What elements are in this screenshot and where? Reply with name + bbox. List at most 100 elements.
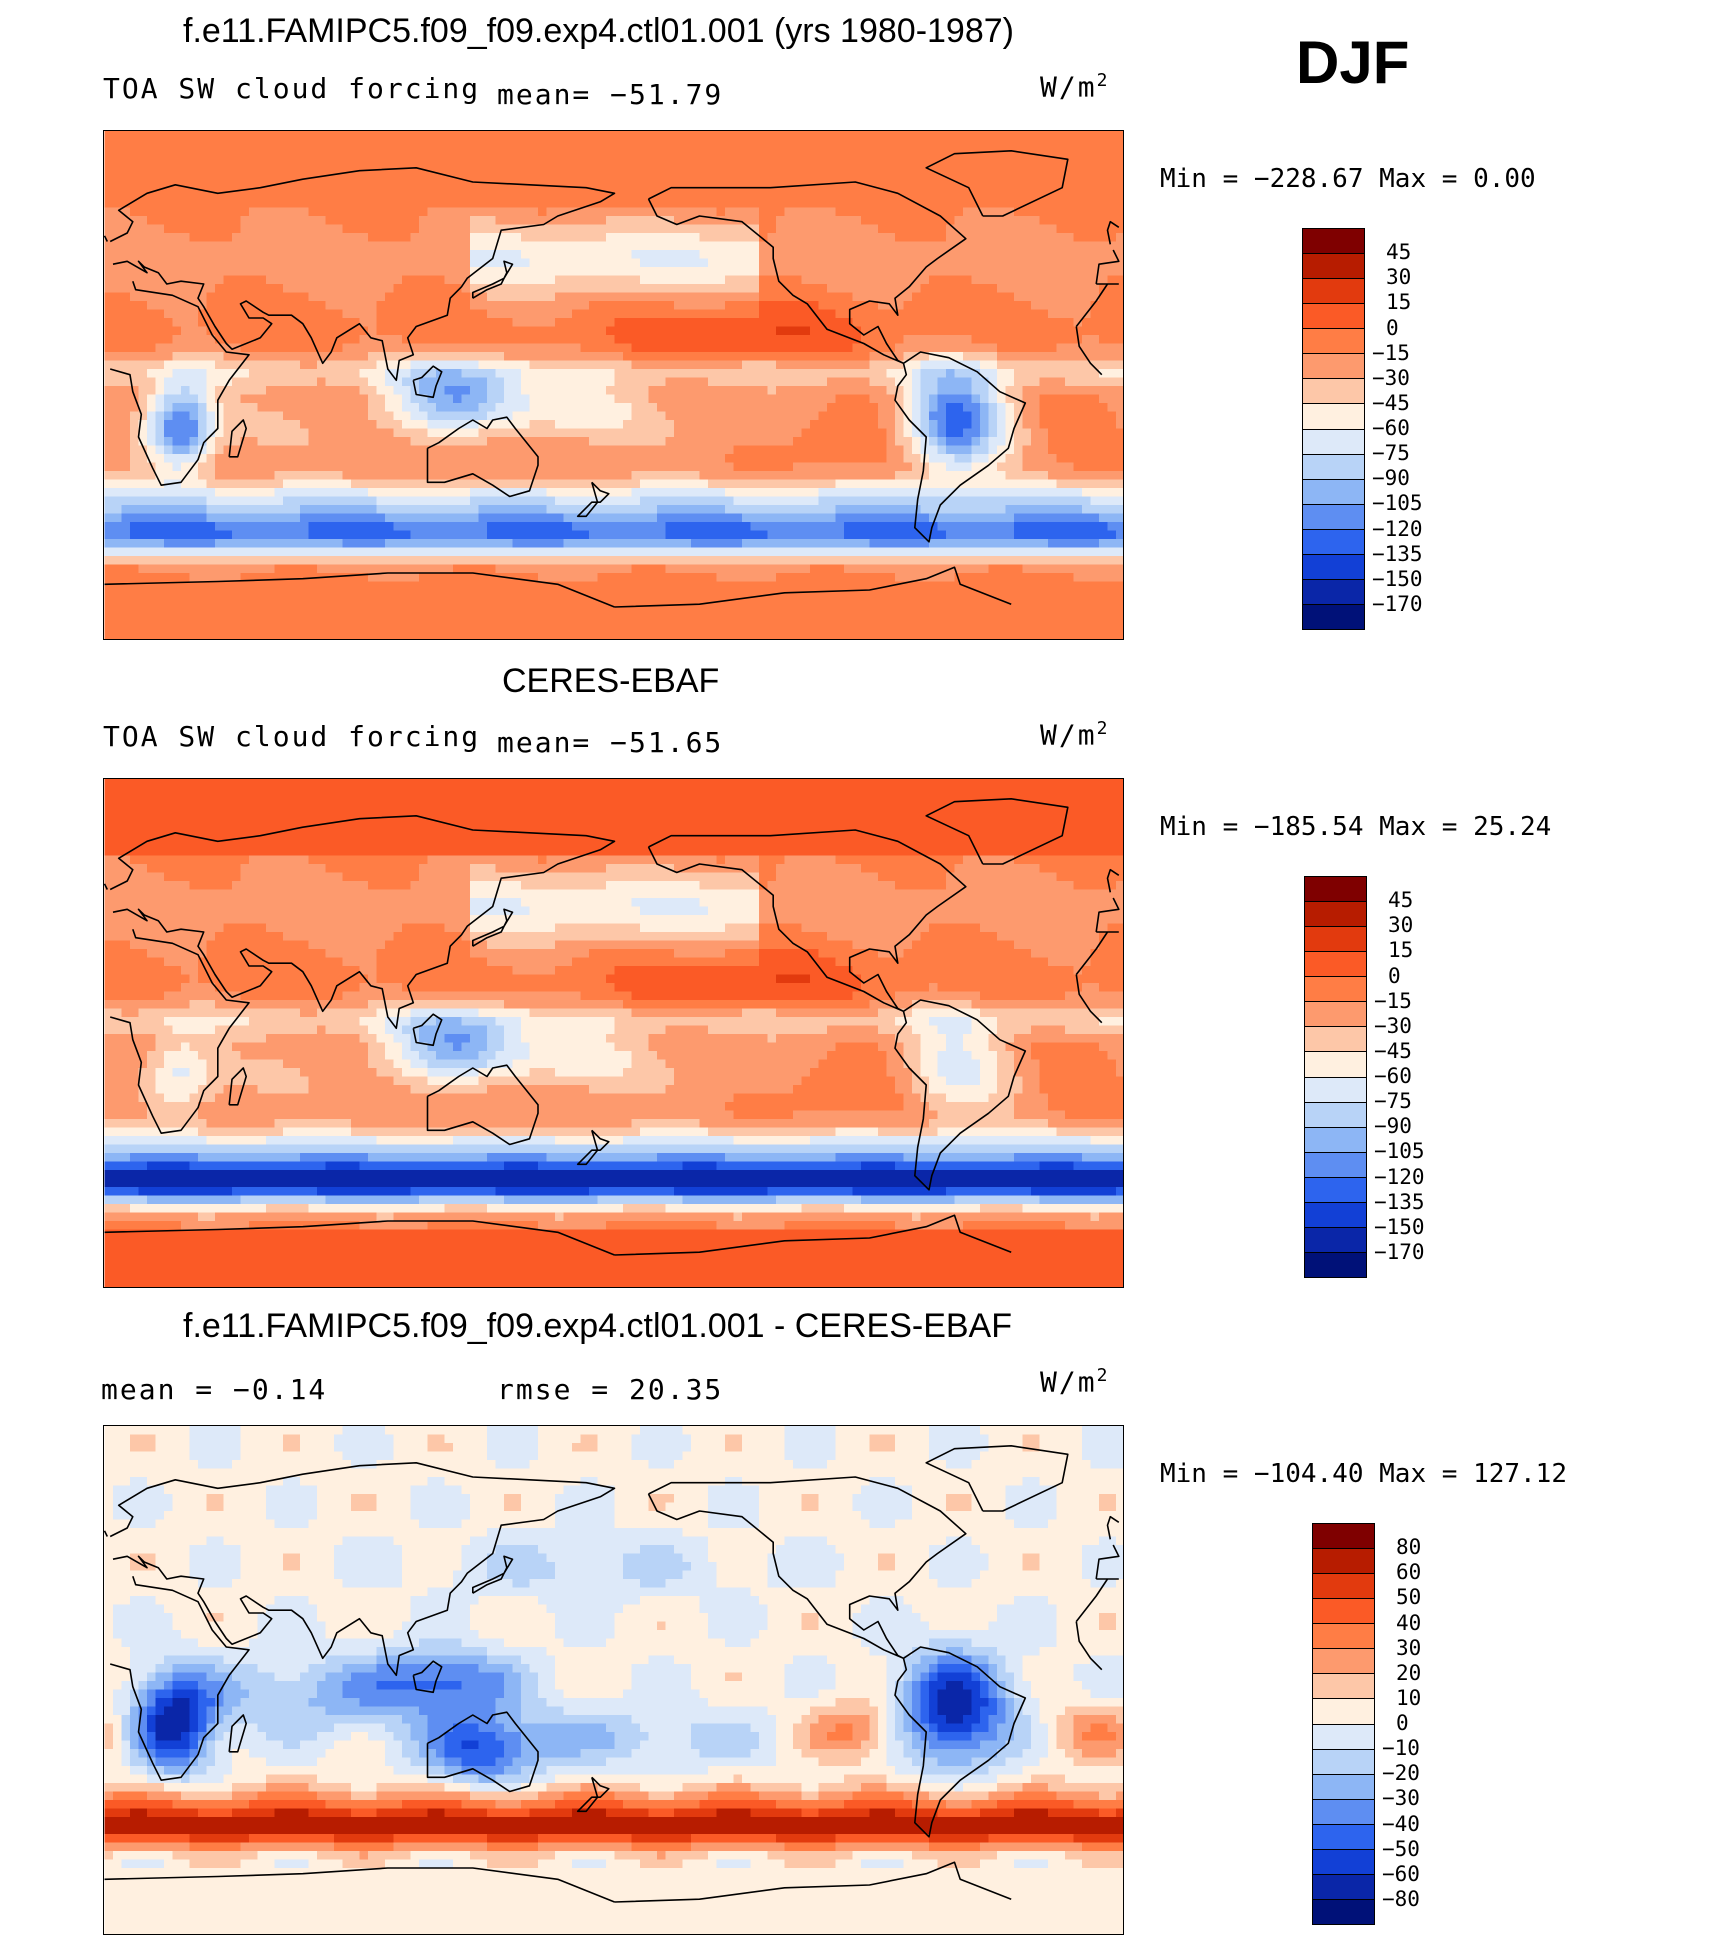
map-cell — [827, 173, 837, 183]
map-cell — [903, 386, 913, 396]
map-cell — [470, 352, 480, 362]
map-cell — [674, 207, 684, 217]
map-cell — [988, 352, 998, 362]
map-cell — [563, 148, 573, 158]
map-cell — [300, 165, 310, 175]
map-cell — [444, 318, 454, 328]
map-cell — [393, 301, 403, 311]
map-cell — [733, 454, 743, 464]
map-cell — [317, 131, 327, 141]
map-cell — [300, 326, 310, 336]
map-cell — [657, 224, 667, 234]
map-cell — [1048, 428, 1058, 438]
map-cell — [147, 403, 157, 413]
map-cell — [767, 207, 777, 217]
map-cell — [912, 148, 922, 158]
map-cell — [436, 301, 446, 311]
map-cell — [376, 318, 386, 328]
map-cell — [886, 377, 896, 387]
map-cell — [1048, 301, 1058, 311]
map-cell — [946, 445, 956, 455]
map-cell — [538, 148, 548, 158]
map-cell — [232, 148, 242, 158]
map-cell — [538, 284, 548, 294]
map-cell — [665, 165, 675, 175]
map-cell — [631, 241, 641, 251]
map-cell — [351, 318, 361, 328]
map-cell — [257, 131, 267, 141]
map-cell — [759, 318, 769, 328]
map-cell — [1073, 267, 1083, 277]
map-cell — [580, 165, 590, 175]
map-cell — [444, 411, 454, 421]
map-cell — [291, 131, 301, 141]
map-cell — [495, 377, 505, 387]
map-cell — [580, 479, 590, 489]
map-cell — [1073, 224, 1083, 234]
map-cell — [121, 301, 131, 311]
map-cell — [793, 437, 803, 447]
map-cell — [172, 267, 182, 277]
map-cell — [716, 139, 726, 149]
map-cell — [614, 292, 624, 302]
map-cell — [767, 377, 777, 387]
map-cell — [495, 479, 505, 489]
map-cell — [852, 165, 862, 175]
map-cell — [963, 258, 973, 268]
map-cell — [368, 479, 378, 489]
map-cell — [1065, 224, 1075, 234]
map-cell — [436, 335, 446, 345]
map-cell — [623, 148, 633, 158]
map-cell — [402, 437, 412, 447]
map-cell — [1073, 241, 1083, 251]
map-cell — [138, 445, 148, 455]
map-cell — [393, 284, 403, 294]
map-cell — [223, 182, 233, 192]
map-cell — [181, 343, 191, 353]
map-cell — [1082, 394, 1092, 404]
map-cell — [810, 207, 820, 217]
map-cell — [521, 199, 531, 209]
map-cell — [1116, 224, 1123, 234]
map-cell — [206, 139, 216, 149]
map-cell — [844, 199, 854, 209]
map-cell — [342, 479, 352, 489]
map-cell — [648, 258, 658, 268]
map-cell — [461, 199, 471, 209]
map-cell — [827, 335, 837, 345]
map-cell — [750, 139, 760, 149]
map-cell — [308, 420, 318, 430]
map-cell — [257, 462, 267, 472]
map-cell — [869, 369, 879, 379]
map-cell — [589, 131, 599, 141]
map-cell — [776, 284, 786, 294]
map-cell — [351, 352, 361, 362]
map-cell — [614, 445, 624, 455]
map-cell — [512, 343, 522, 353]
map-cell — [223, 454, 233, 464]
map-cell — [1090, 190, 1100, 200]
map-cell — [699, 479, 709, 489]
map-cell — [725, 207, 735, 217]
map-cell — [759, 275, 769, 285]
map-cell — [266, 335, 276, 345]
map-cell — [895, 318, 905, 328]
map-cell — [665, 343, 675, 353]
map-cell — [308, 309, 318, 319]
map-cell — [1107, 309, 1117, 319]
map-cell — [801, 335, 811, 345]
map-cell — [708, 284, 718, 294]
map-cell — [121, 445, 131, 455]
map-cell — [1031, 241, 1041, 251]
map-cell — [130, 377, 140, 387]
map-cell — [708, 411, 718, 421]
map-cell — [198, 275, 208, 285]
map-cell — [971, 267, 981, 277]
map-cell — [1056, 309, 1066, 319]
map-cell — [470, 479, 480, 489]
map-cell — [470, 267, 480, 277]
map-cell — [640, 165, 650, 175]
map-cell — [614, 156, 624, 166]
map-cell — [232, 182, 242, 192]
map-cell — [529, 437, 539, 447]
